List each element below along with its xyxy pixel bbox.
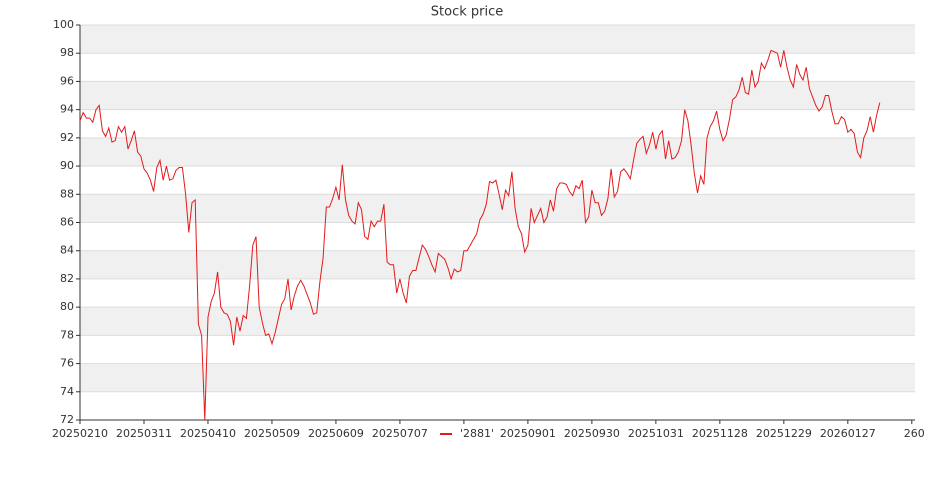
- grid-band: [80, 307, 915, 336]
- legend-box: [436, 426, 500, 442]
- x-tick-label: 20250410: [180, 427, 236, 440]
- y-tick-label: 94: [60, 103, 74, 116]
- y-tick-label: 78: [60, 328, 74, 341]
- legend-label: '2881': [460, 427, 494, 440]
- y-tick-label: 100: [53, 18, 74, 31]
- y-tick-label: 84: [60, 244, 74, 257]
- y-tick-label: 86: [60, 216, 74, 229]
- x-tick-label: 20251128: [692, 427, 748, 440]
- grid-band: [80, 250, 915, 279]
- y-tick-label: 74: [60, 385, 74, 398]
- x-tick-label: 20250311: [116, 427, 172, 440]
- x-tick-label: 20250930: [564, 427, 620, 440]
- y-tick-label: 98: [60, 46, 74, 59]
- x-tick-label: 260: [904, 427, 925, 440]
- x-tick-label: 20251031: [628, 427, 684, 440]
- x-tick-label: 20250901: [500, 427, 556, 440]
- y-tick-label: 80: [60, 300, 74, 313]
- y-tick-label: 72: [60, 413, 74, 426]
- y-tick-label: 92: [60, 131, 74, 144]
- grid-band: [80, 363, 915, 392]
- grid-band: [80, 194, 915, 223]
- y-tick-label: 88: [60, 187, 74, 200]
- data-line: [79, 49, 881, 421]
- grid-band: [80, 137, 915, 167]
- x-tick-label: 20250509: [244, 427, 300, 440]
- y-tick-label: 90: [60, 159, 74, 172]
- x-tick-label: 20250210: [52, 427, 108, 440]
- x-tick-label: 20251229: [756, 427, 812, 440]
- grid-band: [80, 81, 915, 110]
- y-tick-label: 82: [60, 272, 74, 285]
- chart-title: Stock price: [431, 5, 503, 20]
- x-tick-label: 20260127: [820, 427, 876, 440]
- y-tick-label: 96: [60, 74, 74, 87]
- x-tick-label: 20250707: [372, 427, 428, 440]
- y-tick-label: 76: [60, 357, 74, 370]
- x-tick-label: 20250609: [308, 427, 364, 440]
- grid-band: [80, 25, 915, 54]
